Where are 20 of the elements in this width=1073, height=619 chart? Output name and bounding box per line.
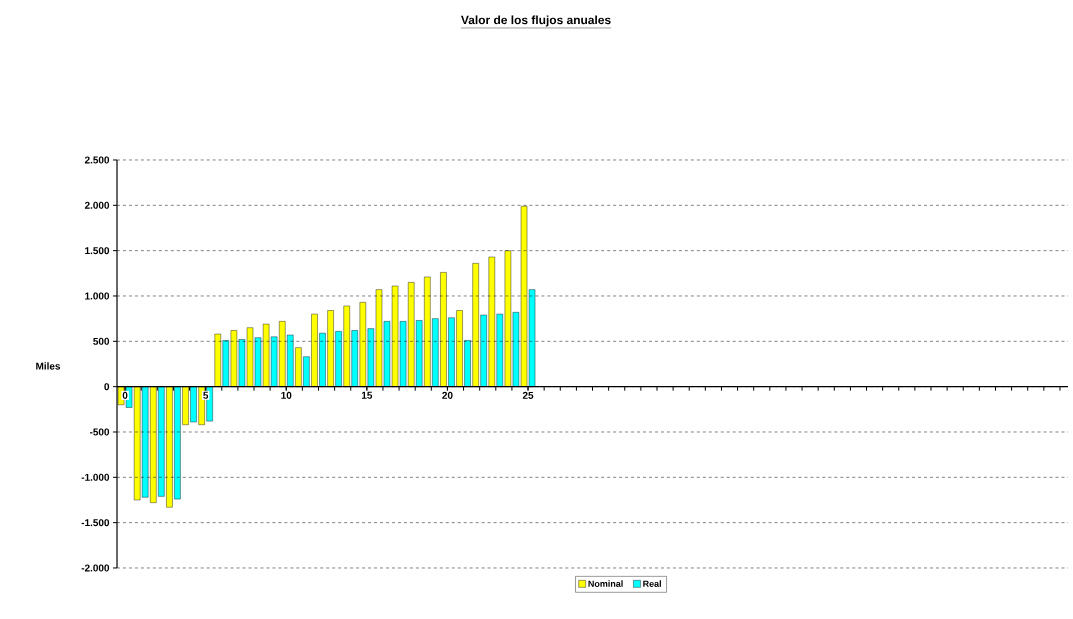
y-tick-label: 1.500 — [85, 247, 110, 255]
y-tick-label: 2.500 — [84, 156, 110, 164]
y-tick-label: -2.000 — [81, 564, 110, 572]
x-tick-label: 15 — [361, 391, 373, 399]
y-axis-title: Miles — [36, 362, 61, 370]
legend-label: Nominal — [588, 580, 623, 587]
y-tick-label: -500 — [89, 428, 110, 436]
y-tick-label: -1.000 — [81, 473, 110, 481]
y-tick-label: 0 — [104, 383, 110, 391]
x-tick-label: 10 — [281, 391, 292, 399]
chart-title: Valor de los flujos anuales — [461, 15, 611, 27]
x-tick-label: 20 — [442, 391, 453, 399]
y-tick-label: 500 — [93, 337, 110, 345]
x-tick-label: 5 — [203, 391, 209, 399]
legend-label: Real — [643, 580, 661, 587]
x-tick-label: 25 — [522, 391, 534, 399]
y-tick-label: -1.500 — [81, 519, 110, 527]
x-tick-label: 0 — [122, 391, 128, 399]
y-tick-label: 2.000 — [84, 201, 110, 209]
y-tick-label: 1.000 — [85, 292, 110, 300]
